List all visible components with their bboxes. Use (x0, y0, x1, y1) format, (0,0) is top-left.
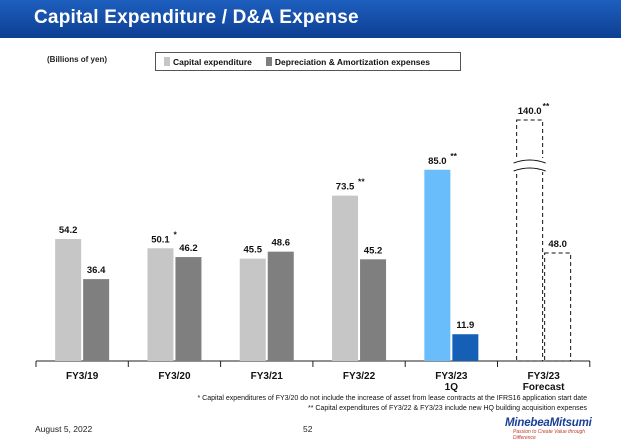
bar-capex (332, 195, 359, 361)
x-tick-label: FY3/22 (343, 371, 376, 382)
unit-label: (Billions of yen) (47, 55, 107, 64)
footnote-mark: ** (358, 177, 365, 187)
legend-label-da: Depreciation & Amortization expenses (274, 56, 430, 67)
data-label-capex: 45.5 (244, 245, 263, 256)
data-label-da: 45.2 (364, 245, 383, 256)
bar-capex (424, 169, 451, 361)
logo-tagline: Passion to Create Value through Differen… (513, 429, 586, 441)
logo-name: MinebeaMitsumi (505, 417, 592, 429)
x-tick-label: FY3/20 (158, 371, 191, 382)
bar-da-forecast (544, 252, 572, 362)
data-label-capex: 85.0 (428, 156, 447, 167)
bar-capex (239, 258, 266, 361)
data-label-da: 48.0 (548, 239, 567, 250)
data-label-capex: 73.5 (336, 182, 355, 193)
legend-label-capex: Capital expenditure (173, 56, 252, 67)
x-tick-label: FY3/23 (528, 371, 561, 382)
legend-swatch-da (265, 57, 272, 66)
footer-date: August 5, 2022 (35, 424, 93, 434)
page-number: 52 (303, 424, 313, 434)
axis-break-line-bottom (513, 167, 546, 172)
legend-swatch-capex (164, 57, 170, 66)
bar-capex (147, 248, 174, 361)
x-tick-sublabel: 1Q (445, 382, 459, 393)
page-title: Capital Expenditure / D&A Expense (34, 7, 359, 28)
bar-da (360, 259, 387, 361)
x-tick-label: FY3/21 (251, 371, 284, 382)
title-bar: Capital Expenditure / D&A Expense (0, 0, 621, 38)
data-label-da: 46.2 (179, 243, 198, 254)
company-logo: MinebeaMitsumi Passion to Create Value t… (505, 417, 609, 441)
legend-entry-capex: Capital expenditure (164, 57, 252, 67)
footnote-2: ** Capital expenditures of FY3/22 & FY3/… (308, 405, 587, 412)
data-label-da: 11.9 (456, 320, 474, 331)
data-label-capex: 140.0 (518, 106, 542, 117)
data-label-da: 48.6 (272, 238, 291, 249)
bar-da (83, 279, 110, 361)
footnote-mark: ** (543, 101, 550, 111)
chart-legend: Capital expenditure Depreciation & Amort… (155, 52, 461, 71)
data-label-capex: 50.1 (151, 234, 170, 245)
bar-da (267, 251, 294, 361)
bar-da (175, 257, 202, 361)
legend-entry-da: Depreciation & Amortization expenses (265, 56, 430, 67)
data-label-da: 36.4 (87, 265, 106, 276)
footnote-mark: ** (450, 151, 457, 161)
axis-break-line-top (513, 159, 546, 164)
bar-da (452, 334, 479, 361)
x-tick-label: FY3/19 (66, 371, 99, 382)
footnote-mark: * (173, 229, 177, 239)
footnote-1: * Capital expenditures of FY3/20 do not … (197, 395, 588, 402)
data-label-capex: 54.2 (59, 225, 78, 236)
x-tick-label: FY3/23 (435, 371, 468, 382)
bar-capex-forecast (516, 119, 544, 362)
bar-capex (55, 239, 82, 361)
x-tick-sublabel: Forecast (523, 382, 565, 393)
